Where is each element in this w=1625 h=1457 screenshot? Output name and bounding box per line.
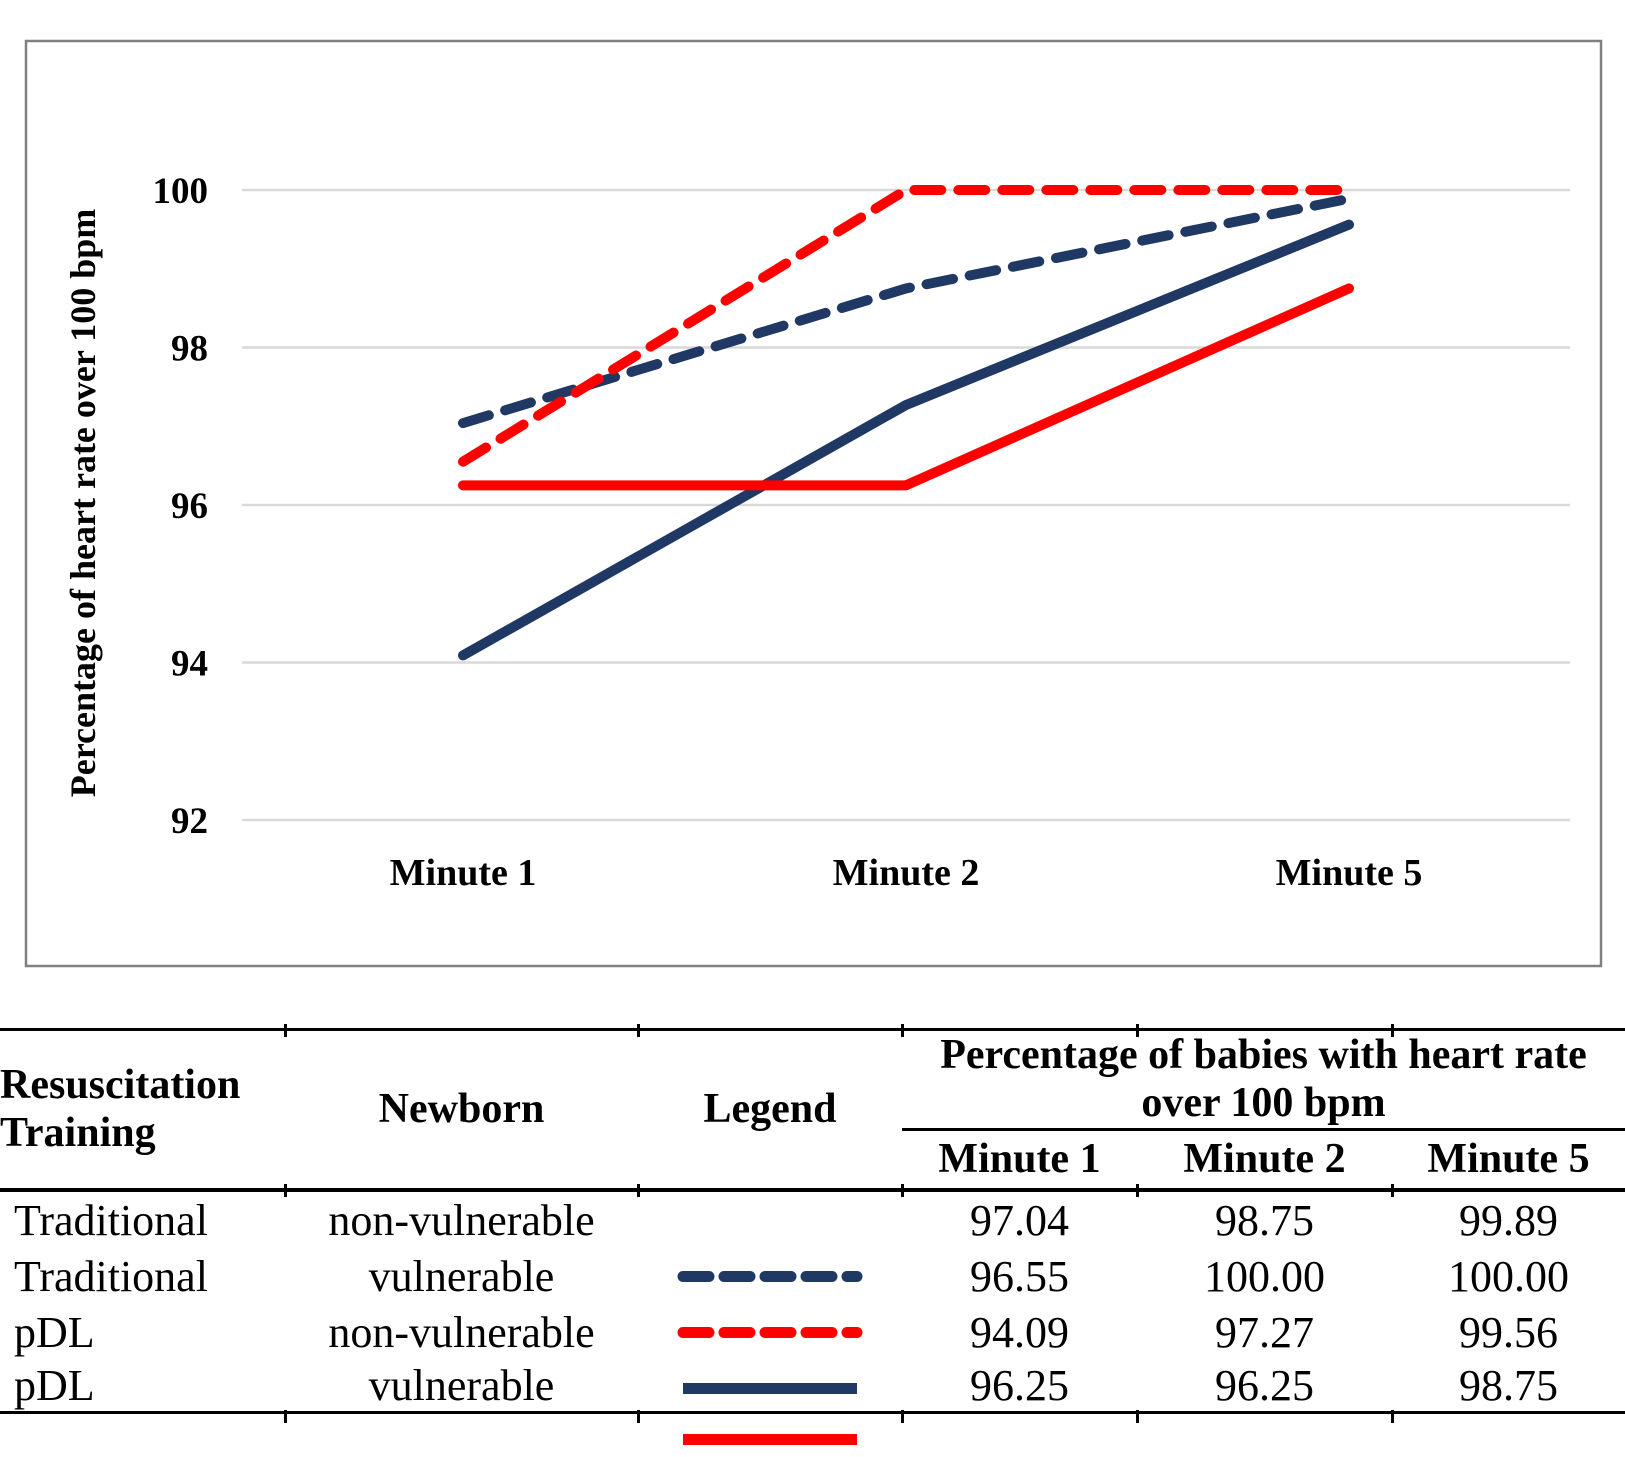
- cell-training: Traditional: [14, 1195, 208, 1245]
- chart-border: [24, 39, 1603, 968]
- rule-tick: [637, 1184, 640, 1197]
- rule-tick: [901, 1184, 904, 1197]
- rule-tick: [637, 1024, 640, 1037]
- spanner-line2: over 100 bpm: [1141, 1079, 1386, 1126]
- rule-tick: [1136, 1410, 1139, 1423]
- rule-tick: [1136, 1024, 1139, 1037]
- cell-legend: [638, 1360, 902, 1445]
- cell-newborn: vulnerable: [285, 1360, 638, 1414]
- x-category-label: Minute 2: [833, 852, 980, 894]
- results-table: Resuscitation Training Newborn Legend Pe…: [0, 1028, 1625, 1445]
- cell-minute-2: 100.00: [1204, 1251, 1325, 1301]
- series-line-pdl-non-vulnerable: [458, 219, 1354, 661]
- cell-minute-2: 98.75: [1215, 1195, 1314, 1245]
- cell-minute-1: 94.09: [970, 1307, 1069, 1357]
- cell-training: pDL: [0, 1360, 285, 1414]
- cell-newborn: non-vulnerable: [328, 1307, 595, 1357]
- y-tick-label: 96: [171, 486, 208, 527]
- table-row: Traditional non-vulnerable 97.04 98.75 9…: [0, 1190, 1625, 1282]
- cell-legend: [638, 1304, 902, 1394]
- header-minute-5: Minute 5: [1392, 1129, 1625, 1192]
- cell-minute-2: 96.25: [1137, 1360, 1392, 1414]
- rule-tick: [901, 1410, 904, 1423]
- header-spanner: Percentage of babies with heart rate ove…: [902, 1028, 1625, 1131]
- cell-minute-1: 97.04: [970, 1195, 1069, 1245]
- rule-tick: [1136, 1184, 1139, 1197]
- header-newborn: Newborn: [285, 1028, 638, 1192]
- header-legend: Legend: [638, 1028, 902, 1192]
- legend-swatch-solid-red: [676, 1406, 864, 1445]
- x-category-label: Minute 1: [390, 852, 537, 894]
- cell-minute-5: 99.56: [1459, 1307, 1558, 1357]
- rule-tick: [284, 1410, 287, 1423]
- rule-tick: [1391, 1024, 1394, 1037]
- figure-page: { "colors": { "navy": "#1F3864", "red": …: [0, 39, 1625, 1445]
- rule-tick: [284, 1024, 287, 1037]
- header-minute-1: Minute 1: [902, 1129, 1137, 1192]
- spanner-line1: Percentage of babies with heart rate: [940, 1032, 1587, 1079]
- legend-data-table-wrap: Resuscitation Training Newborn Legend Pe…: [0, 1024, 1625, 1445]
- y-tick-label: 92: [171, 801, 208, 842]
- cell-training: Traditional: [14, 1251, 208, 1301]
- cell-newborn: vulnerable: [368, 1251, 555, 1301]
- rule-tick: [901, 1024, 904, 1037]
- series-line-pdl-vulnerable: [458, 283, 1354, 491]
- header-minute-2: Minute 2: [1137, 1129, 1392, 1192]
- y-axis-title: Percentage of heart rate over 100 bpm: [63, 209, 103, 797]
- x-category-label: Minute 5: [1276, 852, 1423, 894]
- cell-training: pDL: [14, 1307, 95, 1357]
- legend-line: [683, 1434, 857, 1445]
- cell-newborn: non-vulnerable: [328, 1195, 595, 1245]
- series-line-traditional-vulnerable: [458, 185, 1354, 467]
- cell-legend: [638, 1190, 902, 1282]
- cell-minute-2: 97.27: [1215, 1307, 1314, 1357]
- table-row: Traditional vulnerable 96.55 100.00 100.…: [0, 1248, 1625, 1338]
- cell-minute-1: 96.25: [902, 1360, 1137, 1414]
- rule-tick: [284, 1184, 287, 1197]
- cell-legend: [638, 1248, 902, 1338]
- header-resuscitation-training: Resuscitation Training: [0, 1028, 285, 1192]
- y-tick-label: 98: [171, 329, 208, 370]
- line-chart: 100 98 96 94 92 Minute 1 Minute 2 Minute 5 Perc…: [24, 39, 1603, 968]
- axis-labels: 100 98 96 94 92 Minute 1 Minute 2 Minute 5: [153, 171, 1423, 894]
- gridlines: [242, 188, 1570, 822]
- y-tick-label: 94: [171, 644, 208, 685]
- table-row: pDL non-vulnerable 94.09 97.27 99.56: [0, 1304, 1625, 1394]
- rule-tick: [1391, 1410, 1394, 1423]
- table-row: pDL vulnerable 96.25 96.25 98.75: [0, 1360, 1625, 1445]
- cell-minute-5: 99.89: [1459, 1195, 1558, 1245]
- y-tick-label: 100: [153, 171, 209, 212]
- cell-minute-1: 96.55: [970, 1251, 1069, 1301]
- rule-tick: [637, 1410, 640, 1423]
- series-lines: [458, 185, 1354, 661]
- cell-minute-5: 98.75: [1392, 1360, 1625, 1414]
- rule-tick: [1391, 1184, 1394, 1197]
- cell-minute-5: 100.00: [1448, 1251, 1569, 1301]
- series-line-traditional-non-vulnerable: [458, 193, 1354, 429]
